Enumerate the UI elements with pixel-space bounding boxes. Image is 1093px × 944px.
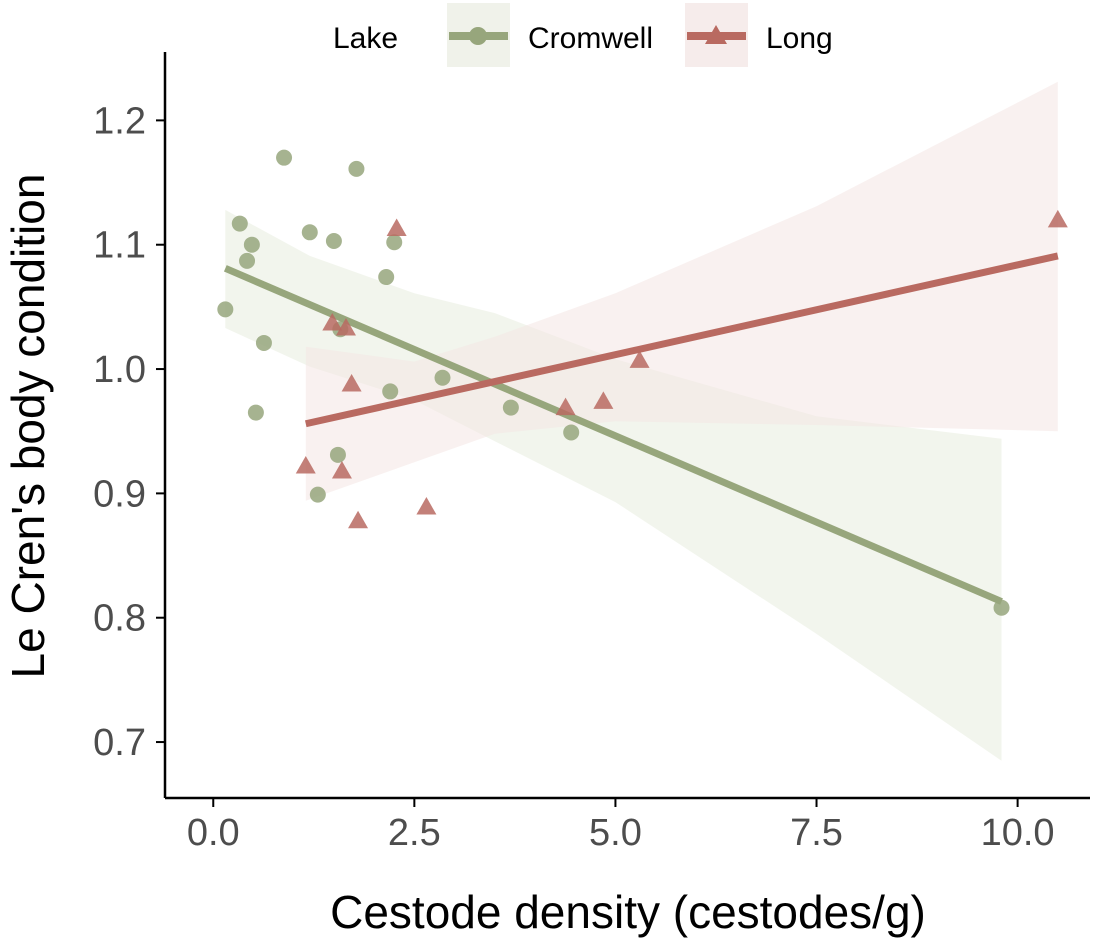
x-tick-label: 5.0 — [589, 812, 642, 854]
y-tick-label: 0.8 — [93, 598, 146, 640]
y-tick-label: 1.0 — [93, 349, 146, 391]
x-axis-title: Cestode density (cestodes/g) — [330, 886, 926, 938]
point-long — [295, 456, 316, 474]
point-cromwell — [231, 215, 248, 232]
data-points — [217, 149, 1068, 616]
confidence-band-long — [305, 81, 1058, 501]
x-axis-ticks: 0.0 2.5 5.0 7.5 10.0 — [187, 798, 1055, 854]
point-long — [331, 461, 352, 479]
confidence-ribbons — [225, 81, 1058, 761]
point-long — [1047, 209, 1068, 228]
x-tick-label: 10.0 — [981, 812, 1055, 854]
y-tick-label: 1.1 — [93, 225, 146, 267]
point-cromwell — [993, 599, 1010, 616]
confidence-band-cromwell — [225, 209, 1002, 761]
legend-label-long: Long — [766, 22, 833, 55]
point-cromwell — [243, 236, 260, 253]
point-cromwell — [301, 224, 318, 241]
point-cromwell — [255, 334, 272, 351]
point-long — [348, 510, 369, 529]
point-long — [629, 350, 650, 368]
x-tick-label: 0.0 — [187, 812, 240, 854]
legend-title: Lake — [333, 22, 398, 55]
point-cromwell — [502, 399, 519, 416]
trend-line-cromwell — [223, 265, 1003, 605]
point-long — [322, 313, 343, 331]
point-long — [593, 391, 614, 409]
regression-lines — [223, 252, 1059, 605]
y-tick-label: 1.2 — [93, 100, 146, 142]
x-tick-label: 2.5 — [388, 812, 441, 854]
legend-key-long-marker — [705, 25, 727, 44]
y-tick-label: 0.9 — [93, 473, 146, 515]
y-axis-ticks: 0.7 0.8 0.9 1.0 1.1 1.2 — [93, 100, 165, 764]
point-cromwell — [434, 369, 451, 386]
trend-line-long — [304, 252, 1059, 428]
point-long — [335, 318, 356, 336]
point-long — [341, 373, 362, 392]
point-long — [416, 497, 437, 515]
point-cromwell — [309, 486, 326, 503]
y-axis-title: Le Cren's body condition — [2, 174, 54, 679]
point-cromwell — [563, 424, 580, 441]
point-cromwell — [217, 301, 234, 318]
point-cromwell — [239, 252, 256, 269]
legend: Lake Cromwell Long — [333, 3, 833, 67]
point-long — [386, 218, 407, 237]
point-cromwell — [348, 160, 365, 177]
point-cromwell — [276, 149, 293, 166]
point-cromwell — [382, 383, 399, 400]
legend-key-cromwell-marker — [469, 27, 487, 45]
point-cromwell — [378, 269, 395, 286]
legend-label-cromwell: Cromwell — [528, 22, 653, 55]
point-cromwell — [329, 446, 346, 463]
point-long — [555, 397, 576, 416]
point-cromwell — [247, 404, 264, 421]
y-tick-label: 0.7 — [93, 722, 146, 764]
x-tick-label: 7.5 — [790, 812, 843, 854]
point-cromwell — [325, 232, 342, 249]
point-cromwell — [386, 234, 403, 251]
